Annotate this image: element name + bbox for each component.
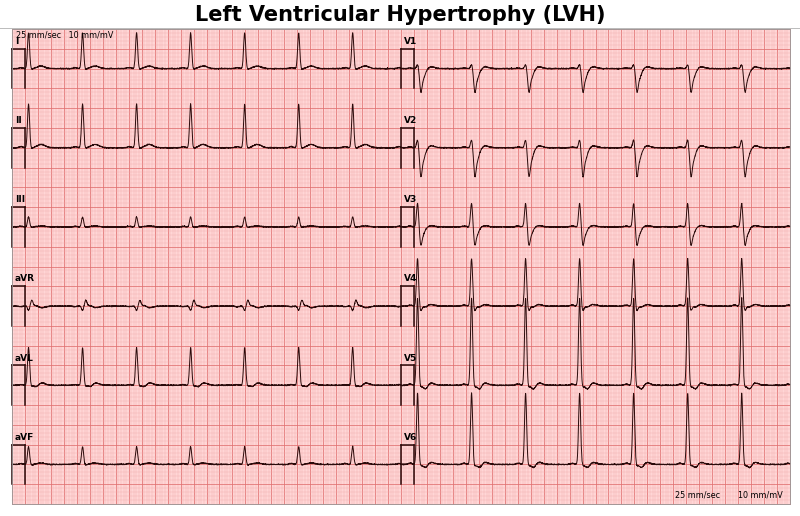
Text: III: III	[15, 195, 25, 204]
Text: V3: V3	[404, 195, 418, 204]
Text: V4: V4	[404, 275, 418, 283]
Text: aVF: aVF	[15, 433, 34, 442]
Text: 25 mm/sec: 25 mm/sec	[675, 491, 720, 500]
Text: V5: V5	[404, 353, 418, 363]
Text: 10 mm/mV: 10 mm/mV	[738, 491, 782, 500]
Text: V6: V6	[404, 433, 418, 442]
Text: V1: V1	[404, 37, 418, 46]
Text: Left Ventricular Hypertrophy (LVH): Left Ventricular Hypertrophy (LVH)	[194, 5, 606, 25]
Text: V2: V2	[404, 116, 418, 125]
Text: 25 mm/sec   10 mm/mV: 25 mm/sec 10 mm/mV	[16, 31, 114, 40]
Text: I: I	[15, 37, 18, 46]
Text: aVL: aVL	[15, 353, 34, 363]
Text: aVR: aVR	[15, 275, 35, 283]
Text: II: II	[15, 116, 22, 125]
